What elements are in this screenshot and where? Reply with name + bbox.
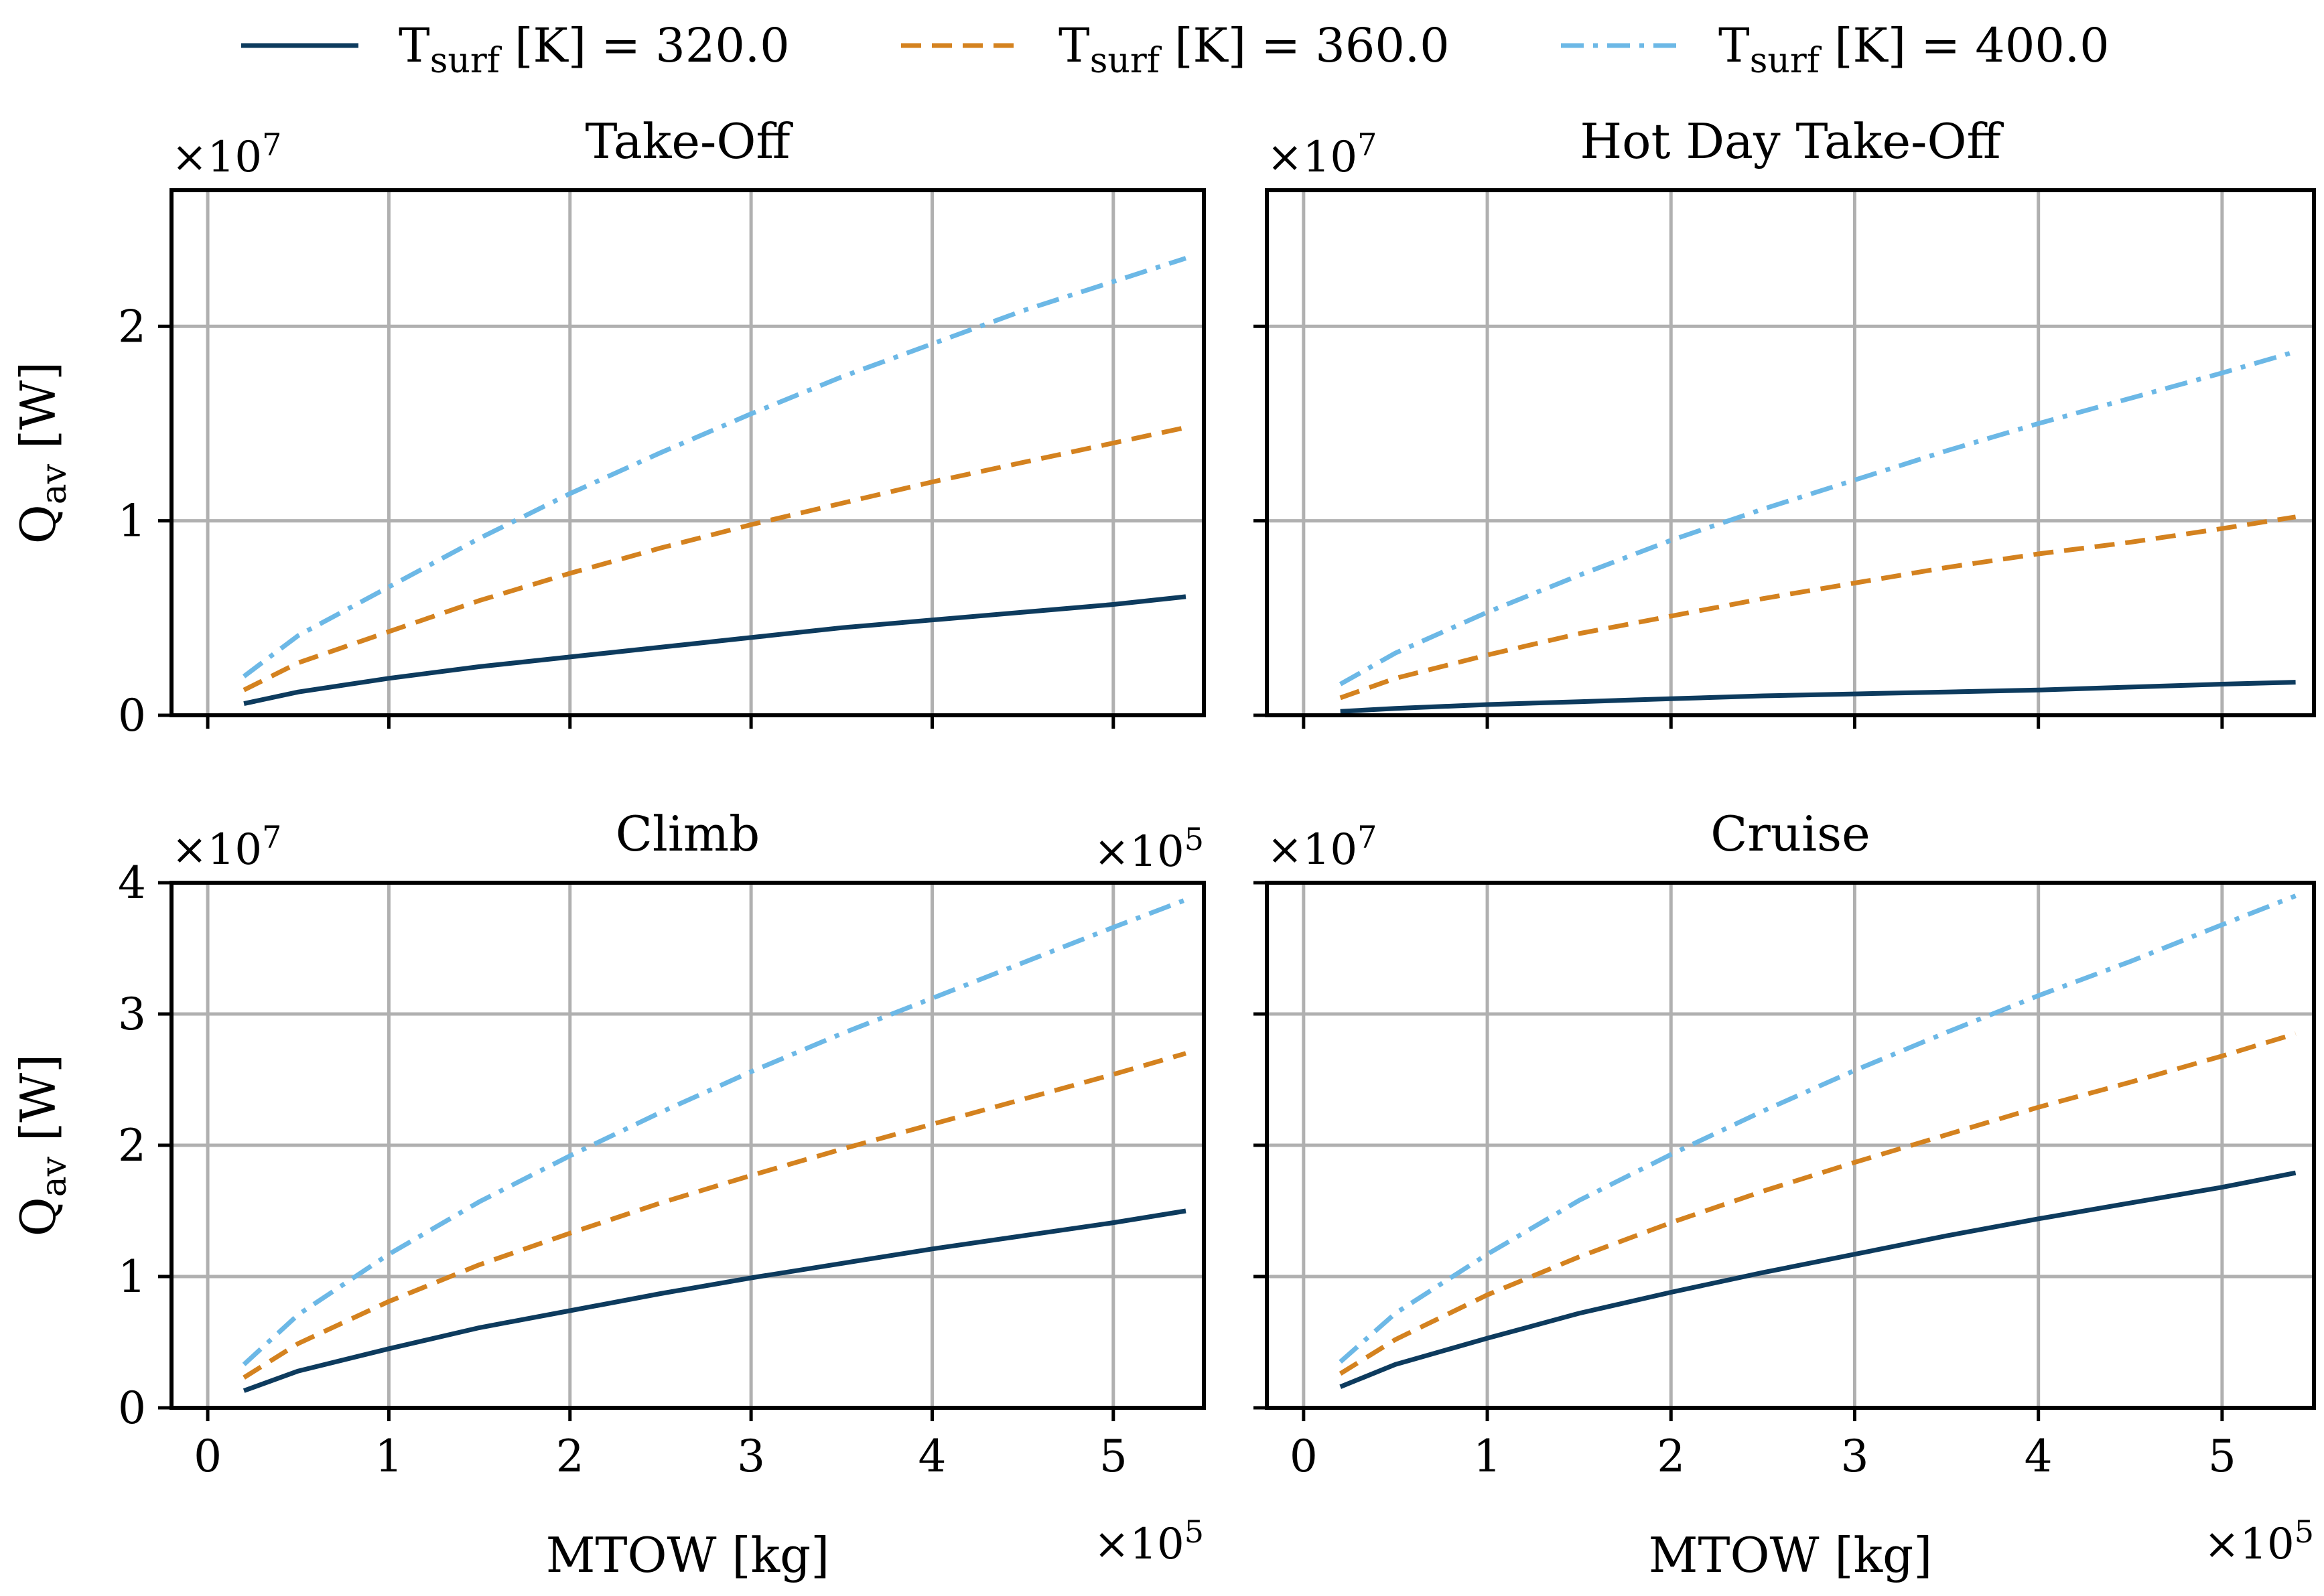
panel-title: Climb	[616, 806, 760, 862]
panel-title: Take-Off	[585, 113, 793, 169]
series-line-3	[242, 256, 1187, 678]
axes-frame	[1265, 188, 2316, 717]
x-tick-label: 0	[1290, 1431, 1318, 1482]
legend-item-1: Tsurf [K] = 320.0	[241, 18, 790, 81]
series-line-2	[1339, 1031, 2297, 1376]
y-axis-label: Qav [W]	[10, 362, 74, 545]
y-tick-label: 2	[118, 1120, 146, 1171]
series-line-2	[1339, 514, 2297, 701]
x-axis-label: MTOW [kg]	[546, 1527, 830, 1583]
axes-frame	[169, 188, 1206, 717]
x-offset-label: ×105	[2204, 1514, 2314, 1569]
series-line-3	[242, 897, 1187, 1366]
series-line-1	[1339, 1170, 2297, 1389]
legend-item-3: Tsurf [K] = 400.0	[1561, 18, 2110, 81]
series-line-1	[243, 1208, 1186, 1393]
panels: 0 1 2 Take-Off ×107 ×105 Qav [W] Hot Day Take-O…	[10, 113, 2316, 1583]
series-line-2	[243, 425, 1186, 693]
panel-3: 0 1 2 3 4 5 0 1 2 3 4 Climb ×107 ×105 MTOW [kg] Qav [W]	[10, 806, 1206, 1583]
x-tick-label: 1	[1473, 1431, 1501, 1482]
y-tick-label: 1	[118, 496, 146, 547]
x-tick-label: 4	[2025, 1431, 2053, 1482]
x-axis-label: MTOW [kg]	[1649, 1527, 1933, 1583]
x-tick-label: 2	[1657, 1431, 1685, 1482]
y-tick-label: 4	[118, 857, 146, 909]
y-offset-label: ×107	[172, 819, 281, 875]
y-axis-label: Qav [W]	[10, 1054, 74, 1237]
x-offset-label: ×105	[1094, 1514, 1204, 1569]
y-offset-label: ×107	[172, 127, 281, 182]
series-line-3	[1339, 349, 2297, 686]
x-tick-label: 0	[194, 1431, 222, 1482]
y-tick-label: 2	[118, 301, 146, 352]
y-offset-label: ×107	[1267, 127, 1377, 182]
y-tick-label: 1	[118, 1251, 146, 1303]
panel-1: 0 1 2 Take-Off ×107 ×105 Qav [W]	[10, 113, 1206, 877]
y-tick-label: 0	[118, 1382, 146, 1434]
y-tick-label: 0	[118, 690, 146, 741]
panel-4: 0 1 2 3 4 5 Cruise ×107 ×105 MTOW [kg]	[1253, 806, 2316, 1583]
panel-title: Hot Day Take-Off	[1580, 113, 2004, 169]
legend: Tsurf [K] = 320.0 Tsurf [K] = 360.0 Tsurf …	[241, 18, 2110, 81]
series-line-1	[243, 594, 1186, 707]
y-tick-label: 3	[118, 989, 146, 1040]
x-tick-label: 4	[918, 1431, 946, 1482]
x-tick-label: 3	[737, 1431, 765, 1482]
x-tick-label: 3	[1840, 1431, 1868, 1482]
x-tick-label: 1	[374, 1431, 403, 1482]
legend-label: Tsurf [K] = 400.0	[1718, 18, 2110, 81]
legend-label: Tsurf [K] = 320.0	[399, 18, 790, 81]
x-tick-label: 5	[1099, 1431, 1127, 1482]
y-offset-label: ×107	[1267, 819, 1377, 875]
series-line-3	[1339, 893, 2297, 1364]
panel-2: Hot Day Take-Off ×107	[1253, 113, 2316, 729]
legend-label: Tsurf [K] = 360.0	[1058, 18, 1450, 81]
series-line-1	[1340, 680, 2296, 714]
x-tick-label: 5	[2208, 1431, 2236, 1482]
legend-item-2: Tsurf [K] = 360.0	[901, 18, 1450, 81]
panel-title: Cruise	[1710, 806, 1870, 862]
series-line-2	[243, 1051, 1186, 1380]
x-offset-label: ×105	[1094, 821, 1204, 877]
x-tick-label: 2	[556, 1431, 584, 1482]
